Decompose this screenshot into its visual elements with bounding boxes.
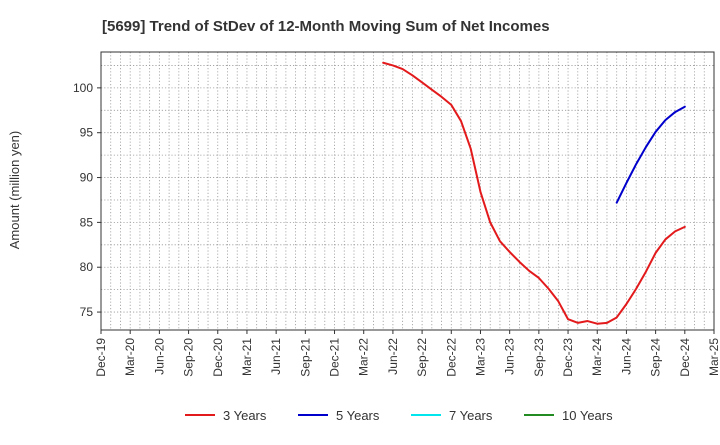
x-tick-label: Mar-21: [240, 338, 254, 376]
y-tick-label: 85: [80, 215, 94, 229]
x-tick-label: Jun-24: [619, 338, 633, 375]
plot-area: 75 80 85 90 95 100 Dec-19 Mar-20 Jun-20 Sep-20 Dec…: [73, 51, 720, 377]
chart-title: [5699] Trend of StDev of 12-Month Moving…: [102, 18, 550, 35]
x-tick-label: Dec-21: [328, 338, 342, 377]
x-tick-label: Sep-21: [298, 338, 312, 377]
series-line-5-years: [615, 105, 686, 204]
y-tick-label: 100: [73, 81, 93, 95]
x-tick-label: Sep-24: [649, 338, 663, 377]
x-tick-label: Jun-23: [503, 338, 517, 375]
legend-label-5-years: 5 Years: [336, 408, 380, 423]
x-tick-label: Sep-22: [415, 338, 429, 377]
x-tick-label: Mar-20: [123, 338, 137, 376]
x-tick-label: Jun-20: [152, 338, 166, 375]
plot-border: [100, 51, 715, 331]
series-line-3-years: [382, 61, 686, 325]
y-tick-label: 80: [80, 260, 94, 274]
y-tick-label: 75: [80, 305, 94, 319]
y-tick-label: 90: [80, 171, 94, 185]
legend: 3 Years 5 Years 7 Years 10 Years: [185, 408, 613, 423]
y-axis-label: Amount (million yen): [7, 131, 22, 250]
x-tick-label: Mar-23: [473, 338, 487, 376]
x-tick-label: Mar-24: [590, 338, 604, 376]
legend-label-3-years: 3 Years: [223, 408, 267, 423]
x-tick-label: Dec-23: [561, 338, 575, 377]
plot-background: [101, 52, 714, 330]
x-tick-label: Jun-21: [269, 338, 283, 375]
x-tick-label: Mar-22: [357, 338, 371, 376]
legend-label-10-years: 10 Years: [562, 408, 613, 423]
x-tick-label: Sep-20: [182, 338, 196, 377]
x-tick-label: Sep-23: [532, 338, 546, 377]
x-tick-label: Dec-24: [678, 338, 692, 377]
x-tick-label: Dec-22: [444, 338, 458, 377]
y-tick-label: 95: [80, 126, 94, 140]
x-tick-label: Mar-25: [707, 338, 720, 376]
x-tick-label: Dec-20: [211, 338, 225, 377]
x-tick-label: Jun-22: [386, 338, 400, 375]
x-tick-label: Dec-19: [94, 338, 108, 377]
legend-label-7-years: 7 Years: [449, 408, 493, 423]
